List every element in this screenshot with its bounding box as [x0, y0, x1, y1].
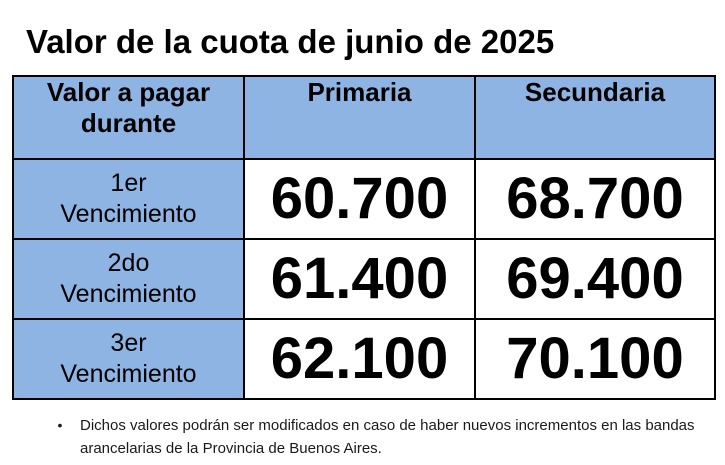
value-primaria: 60.700 [243, 158, 476, 240]
header-payment-period: Valor a pagar durante [12, 75, 245, 160]
table-row: 2do Vencimiento 61.400 69.400 [12, 238, 716, 320]
row-label-text: Vencimiento [60, 200, 197, 228]
header-primaria: Primaria [243, 75, 476, 160]
value-secundaria: 69.400 [474, 238, 716, 320]
row-label-text: Vencimiento [60, 280, 197, 308]
row-label-ordinal: 3er [110, 329, 147, 357]
table-row: 3er Vencimiento 62.100 70.100 [12, 318, 716, 400]
bullet-icon: • [57, 417, 63, 433]
row-label-ordinal: 2do [107, 249, 150, 277]
row-label: 2do Vencimiento [12, 238, 245, 320]
value-primaria: 62.100 [243, 318, 476, 400]
table-row: 1er Vencimiento 60.700 68.700 [12, 158, 716, 240]
row-label-text: Vencimiento [60, 360, 197, 388]
row-label-ordinal: 1er [110, 169, 147, 197]
value-secundaria: 68.700 [474, 158, 716, 240]
footnote: • Dichos valores podrán ser modificados … [50, 414, 710, 460]
fee-table: Valor a pagar durante Primaria Secundari… [12, 75, 716, 400]
footnote-text: Dichos valores podrán ser modificados en… [80, 417, 695, 457]
value-primaria: 61.400 [243, 238, 476, 320]
header-secundaria: Secundaria [474, 75, 716, 160]
value-secundaria: 70.100 [474, 318, 716, 400]
table-header-row: Valor a pagar durante Primaria Secundari… [12, 75, 716, 160]
row-label: 3er Vencimiento [12, 318, 245, 400]
page-title: Valor de la cuota de junio de 2025 [26, 23, 555, 60]
row-label: 1er Vencimiento [12, 158, 245, 240]
